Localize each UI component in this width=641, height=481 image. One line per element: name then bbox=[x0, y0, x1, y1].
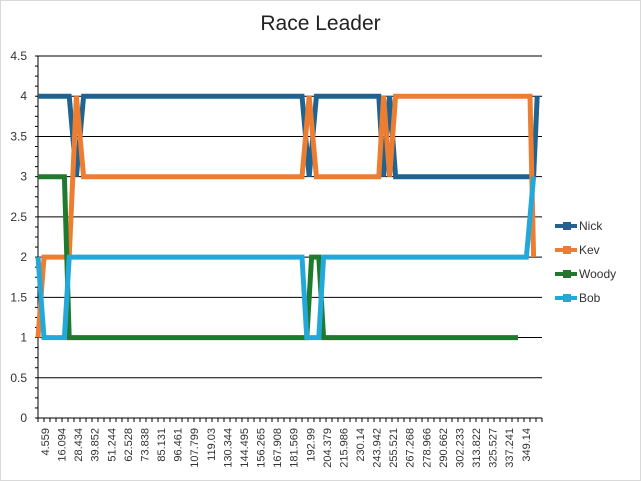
legend-marker-woody bbox=[563, 270, 571, 278]
x-tick-label: 62.528 bbox=[123, 428, 135, 462]
x-tick-label: 267.268 bbox=[405, 428, 417, 468]
x-tick-label: 119.03 bbox=[206, 428, 218, 461]
legend-marker-nick bbox=[563, 222, 571, 230]
x-tick-label: 255.521 bbox=[388, 428, 400, 468]
x-tick-label: 325.527 bbox=[488, 428, 500, 468]
y-tick-label: 4.5 bbox=[10, 49, 27, 63]
legend-marker-kev bbox=[563, 246, 571, 254]
series-line-nick bbox=[38, 93, 540, 180]
x-tick-label: 290.662 bbox=[438, 428, 450, 468]
legend-label-bob: Bob bbox=[579, 291, 601, 305]
x-tick-label: 349.14 bbox=[521, 428, 533, 462]
x-tick-label: 337.241 bbox=[504, 428, 516, 468]
x-tick-label: 28.434 bbox=[73, 428, 85, 462]
series-line-woody bbox=[38, 174, 518, 341]
y-tick-label: 3.5 bbox=[10, 129, 27, 143]
x-tick-label: 192.99 bbox=[305, 428, 317, 462]
legend-label-kev: Kev bbox=[579, 243, 600, 257]
x-tick-label: 167.908 bbox=[272, 428, 284, 468]
x-tick-label: 243.942 bbox=[372, 428, 384, 468]
y-tick-label: 1.5 bbox=[10, 290, 27, 304]
x-tick-label: 181.569 bbox=[289, 428, 301, 468]
x-tick-label: 96.461 bbox=[173, 428, 185, 462]
y-tick-label: 4 bbox=[20, 89, 27, 103]
series-line-kev bbox=[35, 93, 537, 338]
x-tick-label: 144.495 bbox=[239, 428, 251, 468]
x-tick-label: 215.986 bbox=[338, 428, 350, 468]
y-tick-label: 2.5 bbox=[10, 210, 27, 224]
x-tick-label: 39.852 bbox=[90, 428, 102, 462]
legend-label-woody: Woody bbox=[579, 267, 616, 281]
series-line-bob bbox=[35, 176, 537, 341]
y-tick-label: 0.5 bbox=[10, 371, 27, 385]
x-tick-label: 302.233 bbox=[454, 428, 466, 468]
x-tick-label: 230.14 bbox=[355, 428, 367, 462]
x-tick-label: 107.799 bbox=[189, 428, 201, 468]
x-tick-label: 156.265 bbox=[256, 428, 268, 468]
x-tick-label: 16.094 bbox=[57, 428, 69, 462]
legend-label-nick: Nick bbox=[579, 219, 603, 233]
x-tick-label: 204.379 bbox=[322, 428, 334, 468]
y-tick-label: 0 bbox=[20, 411, 27, 425]
x-tick-label: 278.966 bbox=[421, 428, 433, 468]
y-tick-label: 2 bbox=[20, 250, 27, 264]
x-tick-label: 73.838 bbox=[139, 428, 151, 462]
x-tick-label: 4.559 bbox=[40, 428, 52, 456]
x-tick-label: 51.244 bbox=[106, 428, 118, 462]
legend-marker-bob bbox=[563, 294, 571, 302]
chart-title: Race Leader bbox=[260, 12, 381, 35]
x-tick-label: 85.131 bbox=[156, 428, 168, 462]
y-tick-label: 1 bbox=[20, 331, 27, 345]
x-tick-label: 130.344 bbox=[222, 428, 234, 468]
y-tick-label: 3 bbox=[20, 170, 27, 184]
x-tick-label: 313.822 bbox=[471, 428, 483, 468]
